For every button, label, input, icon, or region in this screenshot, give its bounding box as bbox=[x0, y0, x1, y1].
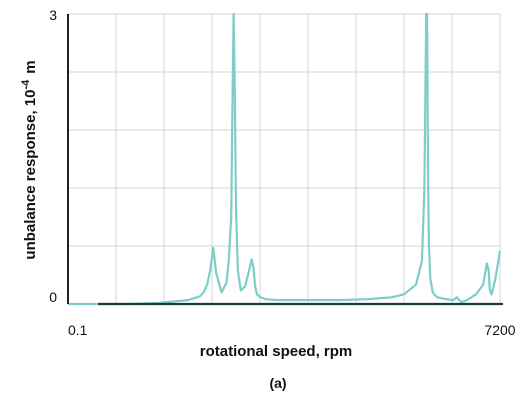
x-tick-label-min: 0.1 bbox=[68, 322, 88, 338]
series-line-response bbox=[68, 12, 502, 306]
y-axis-title: unbalance response, 10-4 m bbox=[20, 60, 39, 259]
y-axis-title-main: unbalance response, 10 bbox=[22, 90, 39, 260]
x-axis-title: rotational speed, rpm bbox=[200, 343, 353, 360]
figure-caption: (a) bbox=[269, 375, 286, 391]
y-axis-title-unit: m bbox=[22, 60, 39, 73]
y-tick-label-0: 0 bbox=[49, 289, 57, 305]
y-tick-label-3: 3 bbox=[49, 7, 57, 23]
grid bbox=[68, 13, 501, 304]
x-tick-label-max: 7200 bbox=[484, 322, 515, 338]
y-axis-title-exponent: -4 bbox=[20, 79, 32, 90]
series-layer bbox=[68, 12, 503, 306]
